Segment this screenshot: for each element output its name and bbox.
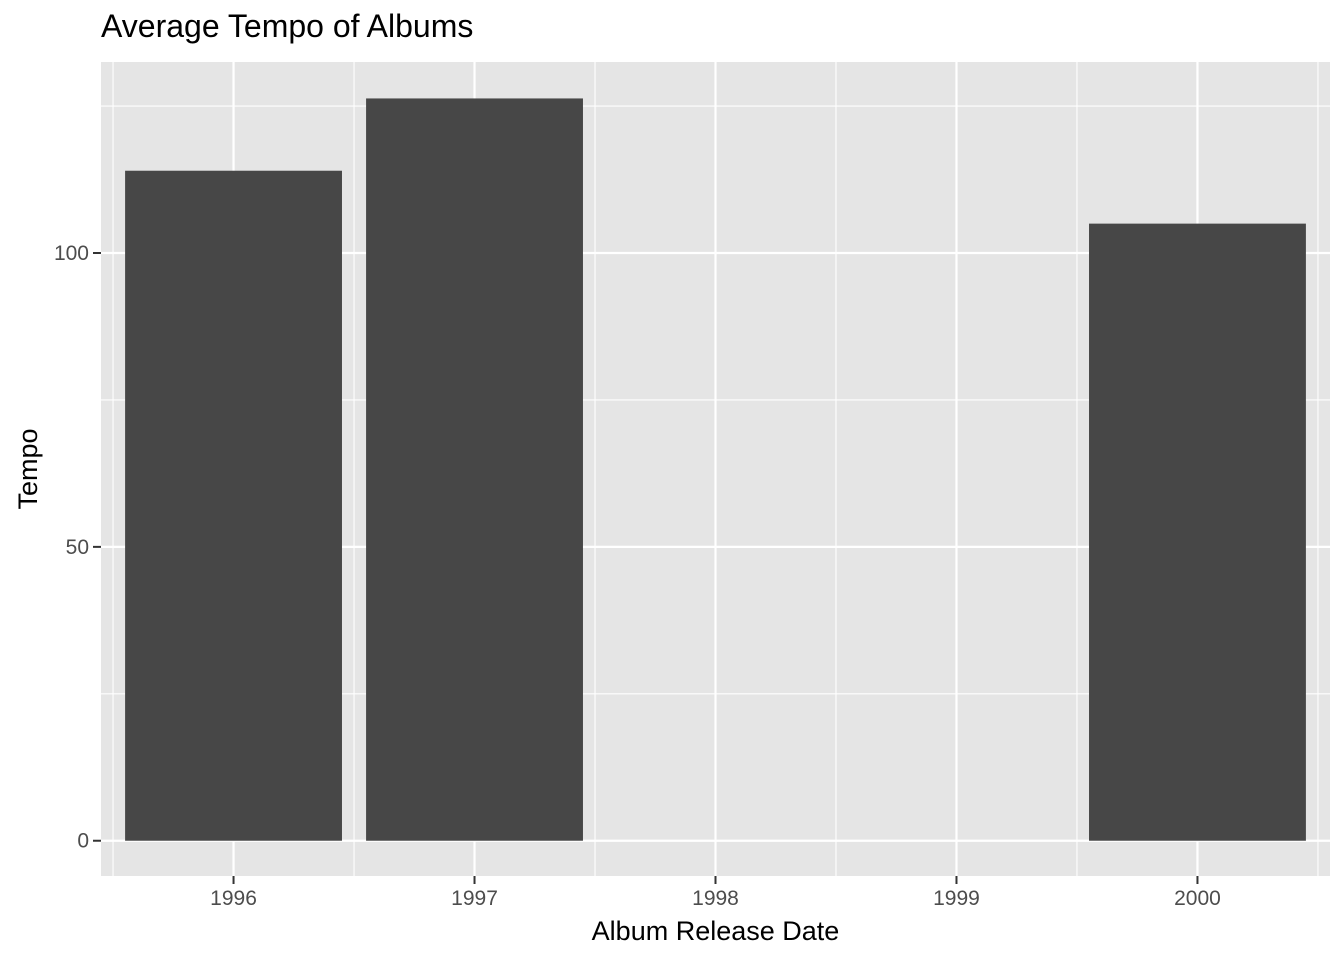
- x-tick-label: 1997: [451, 887, 498, 910]
- x-tick-label: 1998: [692, 887, 739, 910]
- x-tick-label: 2000: [1174, 887, 1221, 910]
- y-tick-label: 50: [66, 536, 89, 559]
- bar-2000: [1089, 223, 1306, 841]
- y-axis-title: Tempo: [13, 428, 43, 509]
- bar-1996: [125, 170, 342, 841]
- x-axis-title: Album Release Date: [592, 916, 840, 946]
- x-tick-label: 1999: [933, 887, 980, 910]
- x-axis: 1996 1997 1998 1999 2000: [210, 876, 1221, 910]
- y-tick-label: 100: [54, 242, 89, 265]
- bars: [125, 98, 1306, 841]
- x-tick-label: 1996: [210, 887, 257, 910]
- chart-title: Average Tempo of Albums: [101, 8, 474, 44]
- bar-1997: [366, 98, 583, 841]
- y-tick-label: 0: [77, 830, 89, 853]
- y-axis: 0 50 100: [54, 242, 101, 853]
